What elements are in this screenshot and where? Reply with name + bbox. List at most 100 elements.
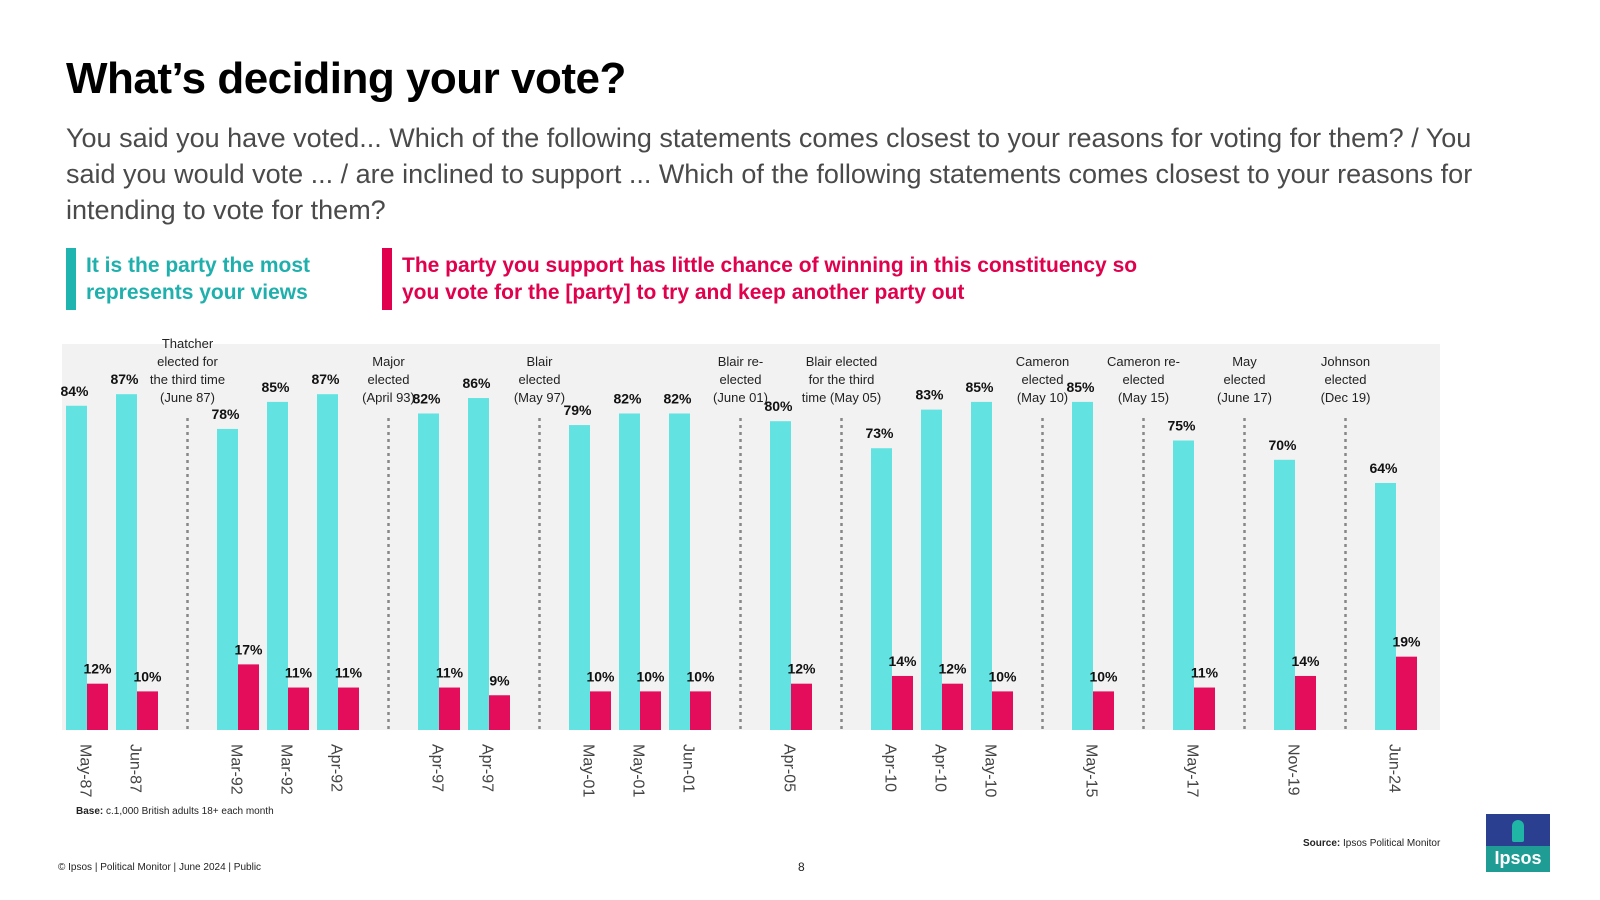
- x-tick-label: Apr-10: [932, 744, 949, 792]
- bar-represents-views: [1173, 440, 1194, 730]
- x-tick-label: Apr-97: [479, 744, 496, 792]
- election-annotation-line: elected: [1022, 372, 1064, 387]
- bar-represents-views: [468, 398, 489, 730]
- data-label-represents-views: 83%: [915, 387, 944, 403]
- election-annotation: Cameron re-elected (May 15): [1107, 354, 1180, 405]
- question-text: You said you have voted... Which of the …: [66, 123, 1473, 225]
- page-title: What’s deciding your vote?: [66, 54, 626, 103]
- page-number: 8: [798, 860, 805, 874]
- source-text: Ipsos Political Monitor: [1343, 838, 1441, 849]
- data-label-tactical-vote: 10%: [636, 668, 665, 684]
- x-tick-label: May-01: [630, 744, 647, 797]
- x-tick-label: Jun-24: [1386, 744, 1403, 793]
- ipsos-logo: Ipsos: [1486, 814, 1550, 872]
- election-annotation-line: Cameron re-: [1107, 354, 1180, 369]
- election-annotation-line: Thatcher: [162, 336, 214, 351]
- logo-figure-icon: [1512, 820, 1524, 842]
- x-tick-label: May-87: [77, 744, 94, 797]
- copyright-text: © Ipsos | Political Monitor | June 2024 …: [58, 862, 262, 873]
- bar-tactical-vote: [439, 687, 460, 730]
- election-annotation-line: elected: [1123, 372, 1165, 387]
- legend-swatch-pink: [382, 248, 392, 310]
- election-annotation: Blair elected (May 97): [514, 354, 565, 405]
- data-label-represents-views: 85%: [261, 379, 290, 395]
- data-label-represents-views: 73%: [865, 425, 894, 441]
- election-annotation-line: time (May 05): [802, 390, 881, 405]
- bar-tactical-vote: [640, 691, 661, 730]
- data-label-represents-views: 84%: [60, 383, 89, 399]
- x-tick-label: Apr-92: [328, 744, 345, 792]
- election-annotation-line: elected: [519, 372, 561, 387]
- election-annotation-line: (June 87): [160, 390, 215, 405]
- data-label-tactical-vote: 11%: [436, 665, 464, 681]
- plot-area: [62, 344, 1440, 730]
- data-label-represents-views: 82%: [412, 390, 441, 406]
- bar-represents-views: [1375, 482, 1396, 730]
- data-label-tactical-vote: 12%: [83, 661, 112, 677]
- election-annotation-line: Blair: [526, 354, 553, 369]
- data-label-tactical-vote: 11%: [285, 665, 313, 681]
- election-annotation-line: (Dec 19): [1321, 390, 1371, 405]
- x-tick-label: May-15: [1083, 744, 1100, 797]
- bar-represents-views: [971, 401, 992, 730]
- bar-tactical-vote: [992, 691, 1013, 730]
- legend-label-represents-views: It is the party the most represents your…: [86, 254, 311, 304]
- election-annotation-line: (May 10): [1017, 390, 1068, 405]
- x-tick-label: Apr-10: [882, 744, 899, 792]
- election-annotation-line: elected: [368, 372, 410, 387]
- election-annotation-line: (April 93): [362, 390, 415, 405]
- bar-tactical-vote: [1396, 656, 1417, 730]
- bar-tactical-vote: [1194, 687, 1215, 730]
- data-label-tactical-vote: 11%: [335, 665, 363, 681]
- data-label-tactical-vote: 9%: [489, 672, 510, 688]
- election-annotation: Blair elected for the third time (May 05): [802, 354, 881, 405]
- bar-tactical-vote: [942, 683, 963, 730]
- bar-tactical-vote: [137, 691, 158, 730]
- election-annotation-line: Johnson: [1321, 354, 1370, 369]
- data-label-represents-views: 70%: [1268, 437, 1297, 453]
- source-label: Source:: [1303, 838, 1341, 849]
- election-annotation-line: Major: [372, 354, 405, 369]
- x-tick-label: May-01: [580, 744, 597, 797]
- base-note: Base: c.1,000 British adults 18+ each mo…: [76, 806, 274, 817]
- data-label-represents-views: 85%: [1066, 379, 1095, 395]
- election-annotation: Major elected (April 93): [362, 354, 415, 405]
- election-annotation: Cameron elected (May 10): [1016, 354, 1069, 405]
- bar-tactical-vote: [238, 664, 259, 730]
- bar-tactical-vote: [590, 691, 611, 730]
- bar-represents-views: [921, 409, 942, 730]
- data-label-tactical-vote: 17%: [234, 641, 263, 657]
- data-label-tactical-vote: 14%: [888, 653, 917, 669]
- source-note: Source: Ipsos Political Monitor: [1303, 838, 1440, 849]
- x-tick-label: May-17: [1184, 744, 1201, 797]
- data-label-tactical-vote: 10%: [988, 668, 1017, 684]
- data-label-tactical-vote: 10%: [1089, 668, 1118, 684]
- data-label-tactical-vote: 19%: [1392, 634, 1421, 650]
- data-label-represents-views: 87%: [311, 371, 340, 387]
- bar-represents-views: [418, 413, 439, 730]
- election-annotation-line: (May 15): [1118, 390, 1169, 405]
- election-annotation-line: (May 97): [514, 390, 565, 405]
- legend-label-tactical-vote: The party you support has little chance …: [402, 254, 1138, 304]
- data-label-represents-views: 80%: [764, 398, 793, 414]
- election-annotation-line: elected for: [157, 354, 218, 369]
- bar-represents-views: [669, 413, 690, 730]
- x-tick-label: Jun-01: [680, 744, 697, 793]
- data-label-represents-views: 78%: [211, 406, 240, 422]
- election-annotation-line: the third time: [150, 372, 225, 387]
- election-annotation-line: May: [1232, 354, 1257, 369]
- data-label-tactical-vote: 10%: [586, 668, 615, 684]
- election-annotation: Blair re-elected (June 01): [713, 354, 768, 405]
- election-annotation-line: (June 01): [713, 390, 768, 405]
- x-tick-label: Apr-05: [781, 744, 798, 792]
- data-label-represents-views: 86%: [462, 375, 491, 391]
- data-label-tactical-vote: 10%: [133, 668, 162, 684]
- logo-text: Ipsos: [1494, 848, 1542, 868]
- bar-represents-views: [267, 401, 288, 730]
- bar-tactical-vote: [1093, 691, 1114, 730]
- bar-tactical-vote: [791, 683, 812, 730]
- bar-tactical-vote: [1295, 675, 1316, 730]
- data-label-represents-views: 87%: [110, 371, 139, 387]
- election-annotation: May elected (June 17): [1217, 354, 1272, 405]
